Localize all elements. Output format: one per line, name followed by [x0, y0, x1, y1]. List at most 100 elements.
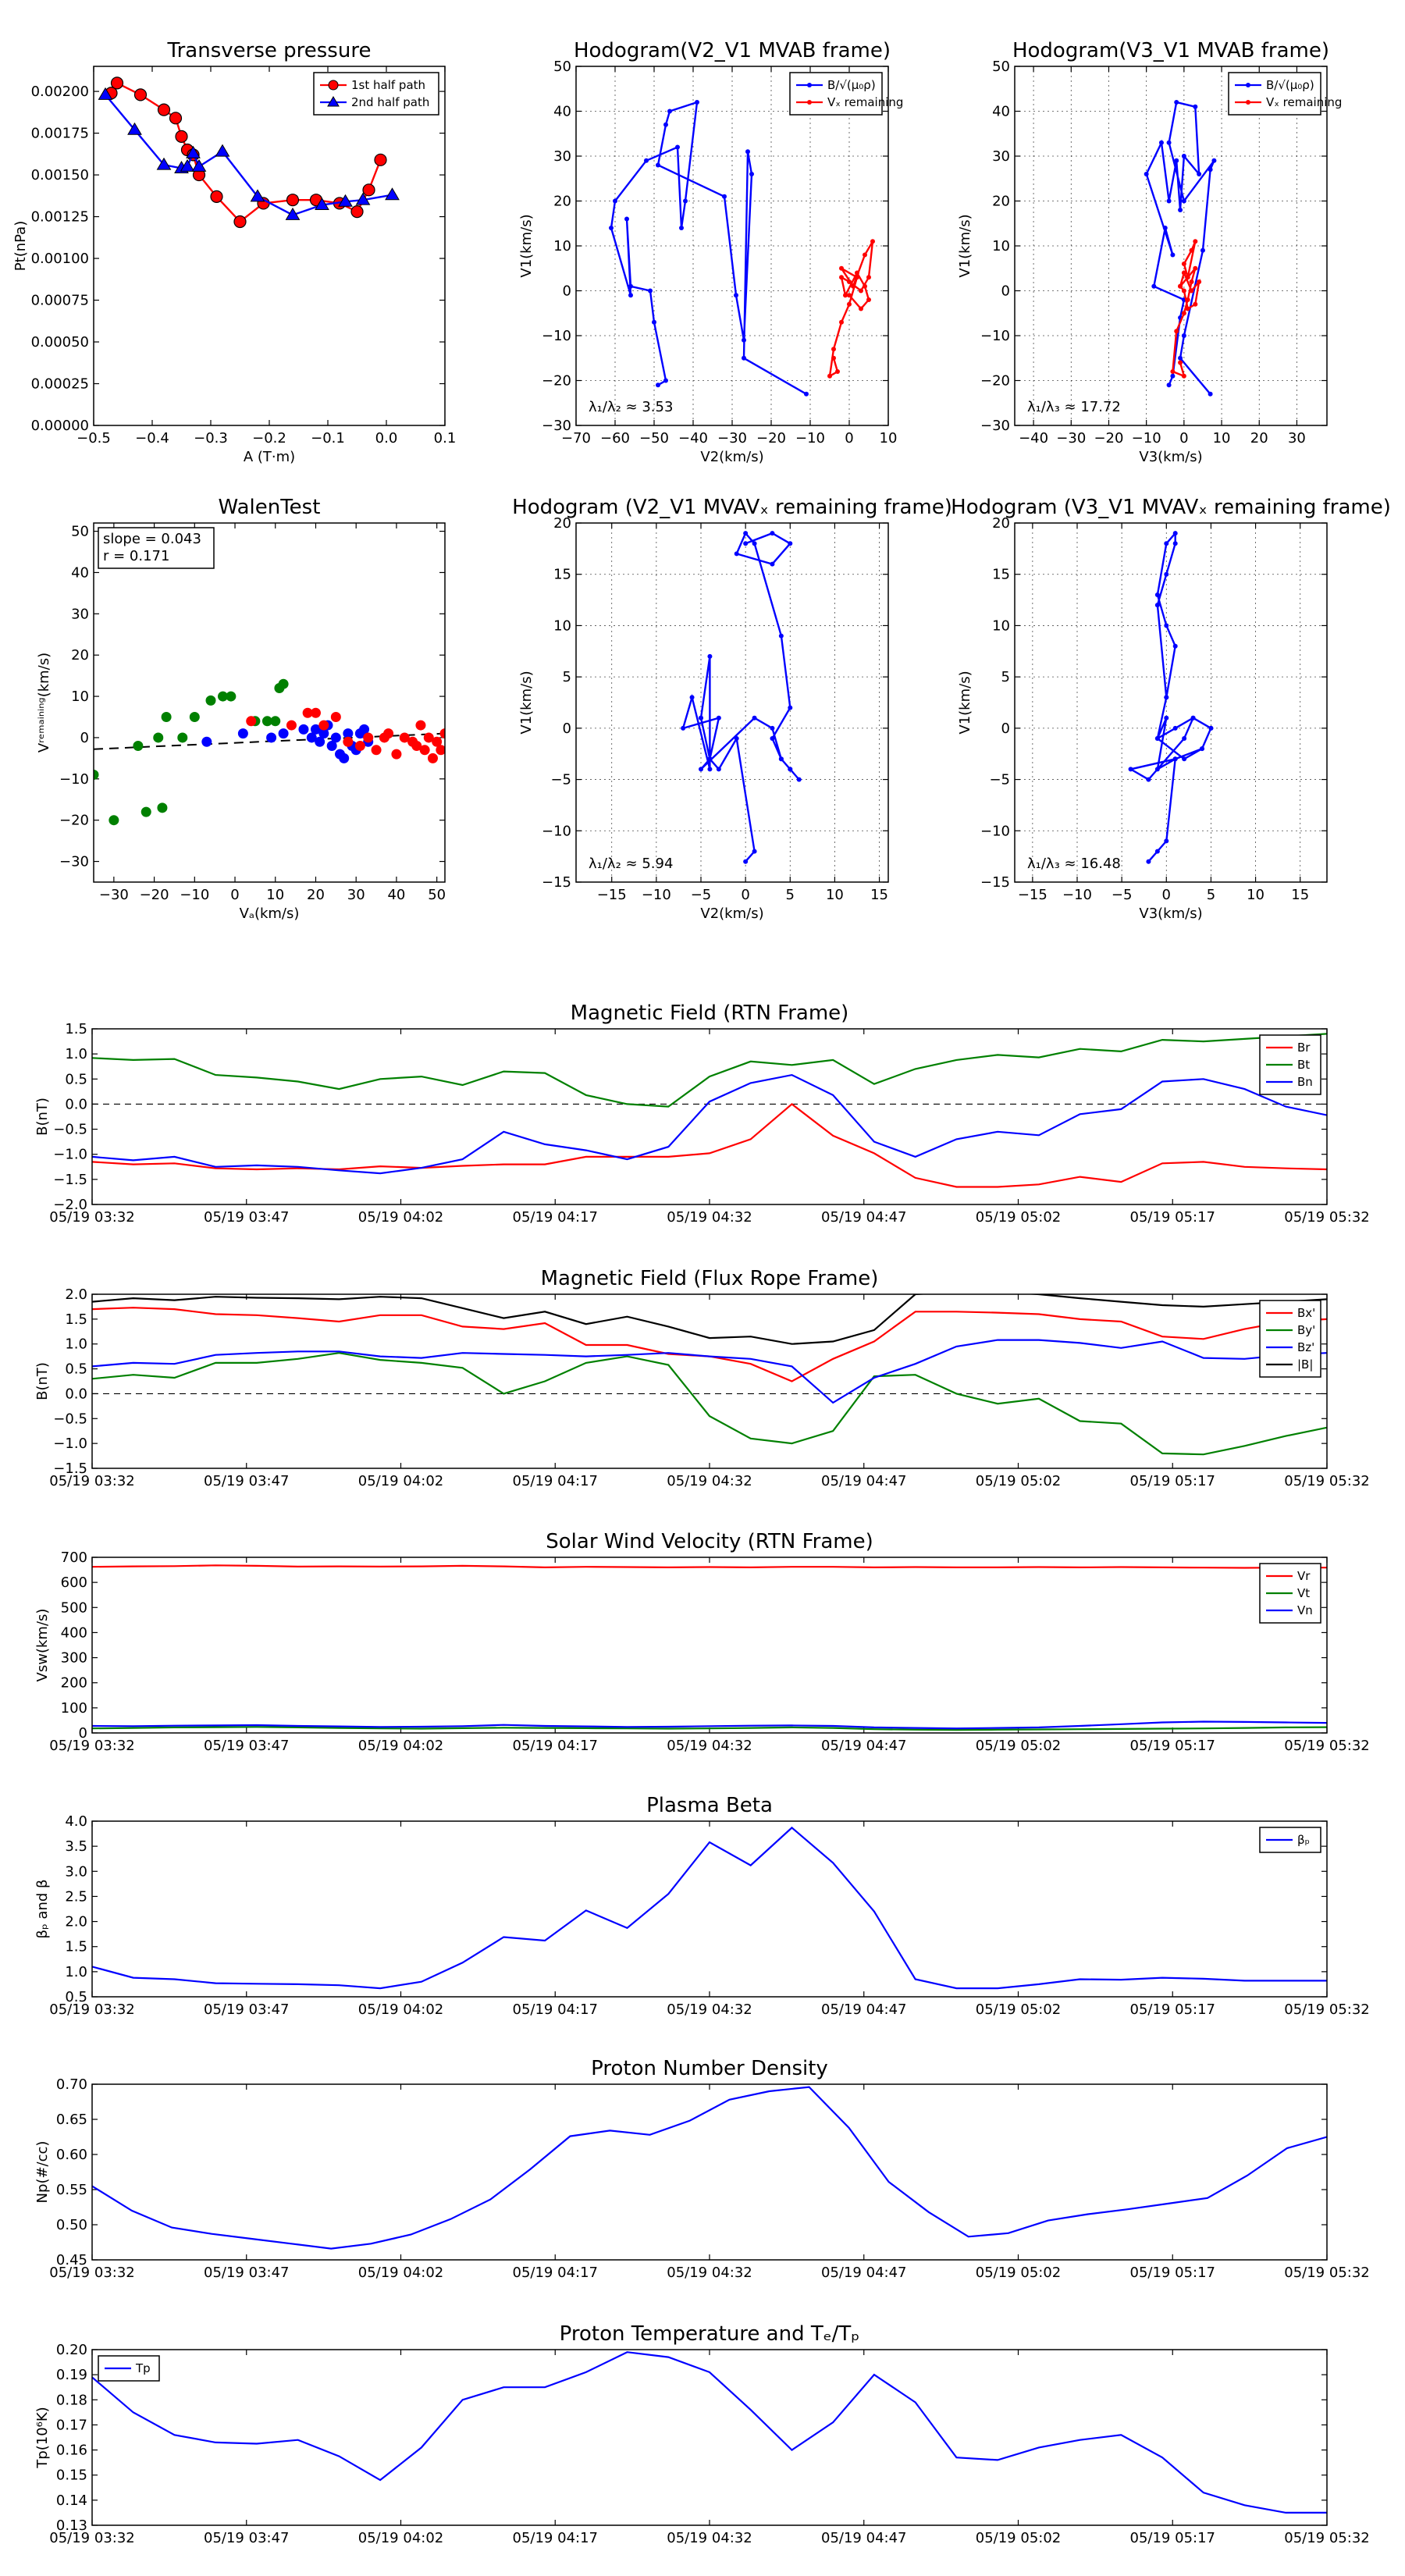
scatter-point [318, 720, 329, 731]
y-tick-label: 0.5 [65, 1361, 87, 1378]
data-point-dot [843, 293, 848, 298]
data-point-dot [839, 319, 844, 325]
data-point-circle [110, 76, 124, 90]
x-tick-label: 05/19 05:02 [976, 1473, 1061, 1489]
chart-p4: −30 −20 −10 0 10 20 30 40 50 −30 −20 −10 0 10 20 30 40 50… [36, 496, 446, 922]
data-point-dot [847, 293, 852, 298]
plot-frame [91, 2349, 1328, 2526]
series-b--line [1145, 101, 1215, 395]
x-tick-label: 5 [1207, 887, 1215, 903]
data-point-dot [1193, 239, 1198, 244]
x-tick-label: 0 [741, 887, 749, 903]
legend-marker [1246, 83, 1250, 87]
data-point-triangle [355, 192, 371, 205]
stats-text: slope = 0.043 [103, 531, 201, 547]
y-tick-label: −10 [59, 771, 89, 788]
chart-p11: 05/19 03:32 05/19 03:47 05/19 04:02 05/19 0… [34, 2057, 1370, 2281]
data-point-dot [1185, 275, 1190, 280]
data-point-dot [679, 226, 684, 230]
series---line [92, 1826, 1327, 1990]
data-point-dot [716, 715, 721, 720]
plot-area [92, 1564, 1327, 1731]
y-tick-label: 100 [61, 1700, 87, 1717]
x-tick-label: 10 [826, 887, 844, 903]
data-point-dot [770, 561, 775, 567]
ratio-annotation: λ₁/λ₂ ≈ 5.94 [589, 856, 673, 872]
data-point-dot [1193, 301, 1198, 307]
data-point-triangle [156, 157, 172, 170]
data-point-dot [667, 109, 672, 114]
x-tick-label: 05/19 04:47 [821, 1473, 906, 1489]
data-point-dot [663, 122, 668, 127]
data-point-dot [788, 541, 793, 546]
chart-p2: −70 −60 −50 −40 −30 −20 −10 0 10 −30 −20 −10 0 10 20 30… [518, 39, 903, 465]
y-axis-label: B(nT) [34, 1098, 51, 1136]
y-axis-label: βₚ and β [34, 1880, 51, 1939]
y-tick-label: −1.0 [53, 1147, 87, 1163]
series-vn-line [92, 1720, 1327, 1730]
data-point-circle [286, 194, 300, 207]
y-tick-label: 5 [563, 669, 571, 685]
y-tick-label: −30 [980, 418, 1010, 434]
data-point-triangle [98, 87, 113, 100]
y-tick-label: 300 [61, 1650, 87, 1667]
chart-p8: 05/19 03:32 05/19 03:47 05/19 04:02 05/19 0… [34, 1267, 1370, 1489]
legend-label: B/√(μ₀ρ) [827, 78, 876, 92]
data-point-dot [1181, 311, 1186, 316]
x-tick-label: −40 [678, 430, 708, 447]
data-point-dot [1193, 265, 1198, 271]
x-tick-label: 05/19 03:32 [49, 2530, 134, 2546]
series-np-line [92, 2086, 1327, 2250]
x-tick-label: 05/19 05:32 [1284, 1473, 1369, 1489]
y-tick-label: 0 [79, 1725, 87, 1742]
data-point-circle [169, 112, 183, 125]
data-point-dot [1193, 104, 1198, 109]
y-tick-label: 0.55 [56, 2182, 87, 2198]
data-point-dot [1200, 247, 1205, 253]
series-bt-line [92, 1033, 1327, 1108]
scatter-point [246, 716, 257, 727]
chart-p1: −0.5 −0.4 −0.3 −0.2 −0.1 0.0 0.1 0.00000 0.00025… [12, 39, 456, 465]
data-point-dot [1197, 172, 1202, 176]
y-tick-label: 0.13 [56, 2517, 87, 2534]
data-point-dot [734, 736, 739, 741]
data-point-dot [1151, 283, 1157, 289]
legend-marker [1246, 100, 1250, 105]
data-point-dot [1128, 767, 1133, 772]
data-point-circle [350, 205, 364, 219]
y-tick-label: 0.14 [56, 2492, 87, 2509]
scatter-point [226, 691, 237, 702]
x-tick-label: 15 [870, 887, 888, 903]
data-point-dot [866, 297, 871, 302]
stats-box [98, 527, 215, 569]
x-tick-label: 40 [387, 887, 405, 903]
plot-frame [93, 66, 446, 426]
data-point-dot [652, 319, 656, 325]
data-point-dot [681, 725, 686, 731]
x-tick-label: 05/19 05:32 [1284, 2001, 1369, 2018]
y-tick-label: 0.00075 [31, 293, 89, 309]
data-point-circle [175, 130, 188, 143]
x-tick-label: 05/19 03:47 [204, 1738, 289, 1754]
y-tick-label: −1.5 [53, 1172, 87, 1188]
data-point-dot [1154, 603, 1160, 608]
scatter-point [436, 745, 445, 756]
x-tick-label: 05/19 04:02 [358, 1473, 443, 1489]
data-point-dot [609, 226, 614, 230]
chart-title: Magnetic Field (Flux Rope Frame) [541, 1267, 879, 1290]
y-tick-label: 0.00175 [31, 126, 89, 142]
x-tick-label: −30 [717, 430, 747, 447]
legend: Br Bt Bn [1259, 1034, 1321, 1095]
data-point-triangle [186, 145, 201, 158]
data-point-dot [743, 541, 749, 546]
data-point-dot [1164, 695, 1169, 700]
data-point-dot [778, 633, 784, 639]
scatter-point [427, 753, 438, 763]
data-point-dot [1181, 154, 1186, 158]
y-tick-label: −10 [542, 328, 571, 344]
y-tick-label: 40 [71, 564, 89, 581]
ratio-annotation: λ₁/λ₃ ≈ 17.72 [1027, 399, 1121, 415]
data-point-dot [827, 373, 832, 379]
x-tick-label: 10 [266, 887, 284, 903]
data-point-dot [847, 301, 852, 307]
